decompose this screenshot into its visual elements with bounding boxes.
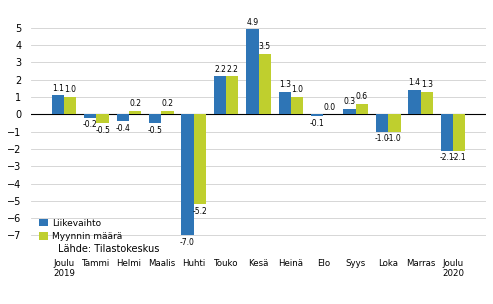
- Text: -1.0: -1.0: [375, 134, 389, 143]
- Bar: [453, 114, 465, 150]
- Bar: [408, 90, 421, 114]
- Bar: [149, 114, 161, 123]
- Text: 1.1: 1.1: [52, 84, 64, 93]
- Text: -0.5: -0.5: [148, 126, 163, 134]
- Text: 1.0: 1.0: [64, 85, 76, 94]
- Text: 1.4: 1.4: [409, 78, 421, 88]
- Bar: [388, 114, 400, 132]
- Bar: [311, 114, 323, 116]
- Bar: [194, 114, 206, 204]
- Text: -0.4: -0.4: [115, 124, 130, 133]
- Bar: [258, 54, 271, 114]
- Bar: [64, 97, 76, 114]
- Text: 3.5: 3.5: [259, 42, 271, 51]
- Text: -0.2: -0.2: [83, 120, 98, 129]
- Bar: [214, 76, 226, 114]
- Bar: [421, 92, 433, 114]
- Bar: [279, 92, 291, 114]
- Bar: [291, 97, 303, 114]
- Bar: [181, 114, 194, 235]
- Text: 1.3: 1.3: [421, 80, 433, 89]
- Bar: [97, 114, 109, 123]
- Bar: [161, 111, 174, 114]
- Text: 2.2: 2.2: [214, 64, 226, 74]
- Text: -2.1: -2.1: [452, 153, 466, 162]
- Bar: [344, 109, 356, 114]
- Text: 0.2: 0.2: [129, 99, 141, 108]
- Text: -1.0: -1.0: [387, 134, 402, 143]
- Text: 0.0: 0.0: [323, 103, 336, 112]
- Text: -0.5: -0.5: [95, 126, 110, 134]
- Bar: [226, 76, 239, 114]
- Text: 0.6: 0.6: [356, 92, 368, 101]
- Bar: [441, 114, 453, 150]
- Bar: [129, 111, 141, 114]
- Text: 4.9: 4.9: [246, 18, 258, 27]
- Text: 1.0: 1.0: [291, 85, 303, 94]
- Bar: [116, 114, 129, 121]
- Bar: [52, 95, 64, 114]
- Bar: [84, 114, 97, 118]
- Legend: Liikevaihto, Myynnin määrä: Liikevaihto, Myynnin määrä: [35, 215, 126, 245]
- Text: Lähde: Tilastokeskus: Lähde: Tilastokeskus: [58, 244, 160, 254]
- Bar: [246, 29, 258, 114]
- Text: -0.1: -0.1: [310, 119, 324, 128]
- Text: 1.3: 1.3: [279, 80, 291, 89]
- Text: -7.0: -7.0: [180, 238, 195, 247]
- Text: 0.2: 0.2: [161, 99, 174, 108]
- Bar: [356, 104, 368, 114]
- Text: 0.3: 0.3: [344, 98, 356, 106]
- Text: -5.2: -5.2: [192, 207, 207, 216]
- Text: -2.1: -2.1: [440, 153, 454, 162]
- Text: 2.2: 2.2: [226, 64, 238, 74]
- Bar: [376, 114, 388, 132]
